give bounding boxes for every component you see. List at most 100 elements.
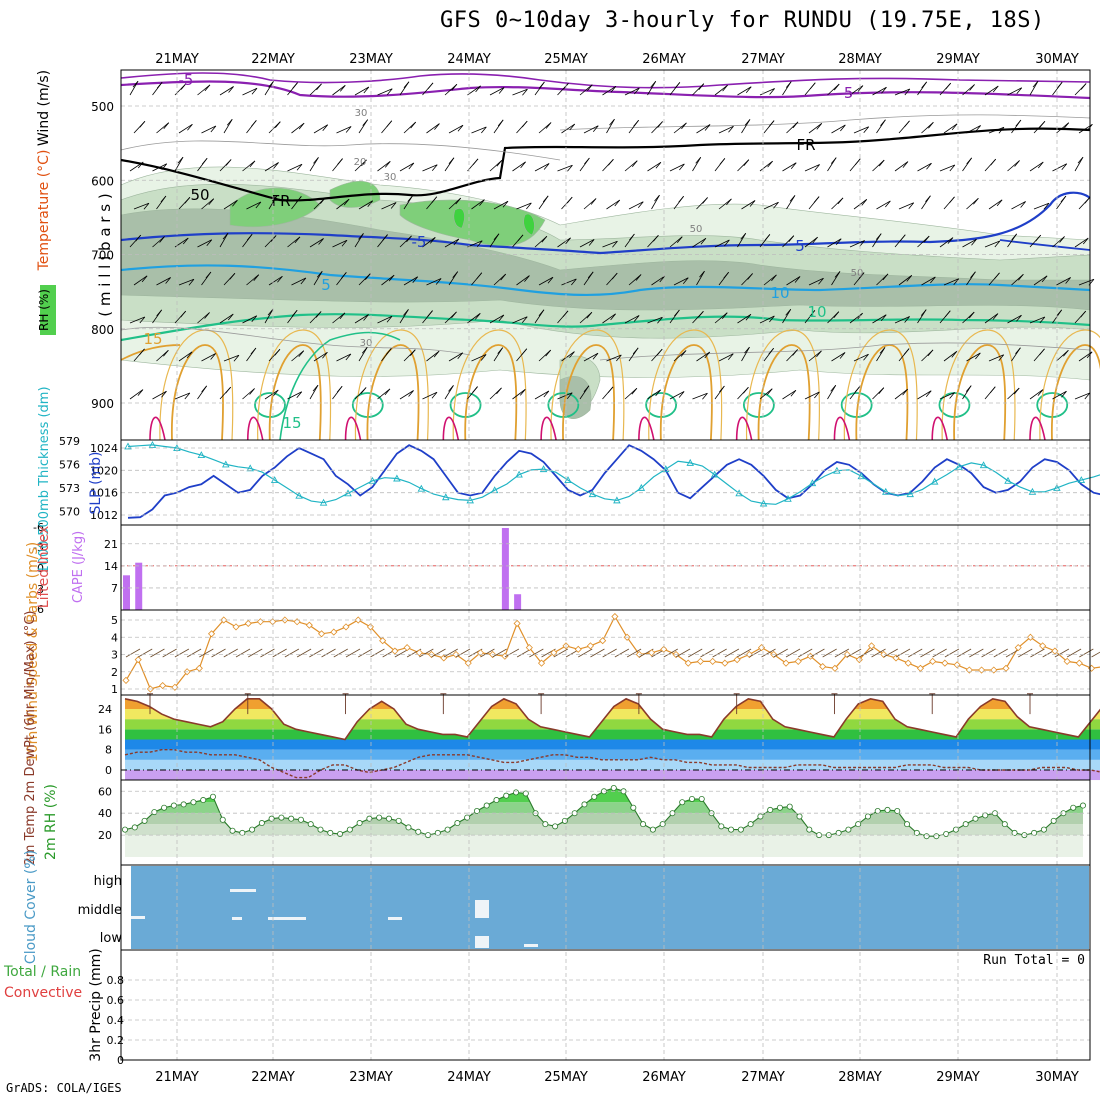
- thickness-marker: [1028, 487, 1037, 495]
- wind-barb: [737, 86, 752, 96]
- wind-barb: [1029, 80, 1039, 96]
- wind-speed-marker: [391, 647, 399, 655]
- wind-barb: [624, 160, 638, 172]
- wind-barb-flag: [608, 159, 614, 166]
- wind-barb-10m: [834, 648, 850, 658]
- wind-barb-flag: [854, 158, 861, 165]
- wind-barb-flag: [992, 313, 999, 320]
- wind-barb-flag: [1035, 234, 1042, 242]
- wind-barb: [988, 199, 1003, 210]
- rh-legend-swatch: [40, 285, 56, 335]
- wind-barb-flag: [410, 121, 417, 129]
- rh-marker: [258, 820, 265, 827]
- wind-barb: [313, 124, 328, 134]
- wind-barb-flag: [204, 84, 211, 92]
- wind-barb-flag: [839, 352, 846, 359]
- wind-barb-flag: [1080, 83, 1087, 90]
- wind-barb-flag: [336, 385, 343, 393]
- rh-marker: [151, 809, 158, 816]
- wind-barb-flag: [186, 351, 193, 359]
- wind-barb-flag: [809, 82, 816, 89]
- wind-barb: [651, 275, 665, 286]
- wind-barb-flag: [834, 271, 841, 278]
- cloud-patch: [131, 916, 145, 919]
- wind-barb-flag: [588, 239, 595, 246]
- wind-barb-flag: [367, 200, 374, 208]
- wind-barb: [669, 236, 683, 248]
- wind-barb-flag: [316, 271, 323, 278]
- wind-barb-flag: [878, 387, 885, 394]
- wind-speed-marker: [684, 659, 692, 667]
- wind-barb-flag: [996, 199, 1003, 207]
- wind-barb-flag: [345, 353, 352, 361]
- rh-marker: [249, 826, 256, 833]
- wind-speed-marker: [207, 630, 216, 638]
- temp-contour-25: [931, 416, 949, 441]
- slp-line: [127, 444, 1100, 519]
- wind-barb-flag: [814, 164, 820, 171]
- contour-label: 50: [851, 268, 864, 279]
- wind-barb-flag: [657, 317, 663, 324]
- temp-contour-fr: [120, 127, 1091, 202]
- rh-marker: [962, 821, 969, 828]
- wind-barb-flag: [743, 387, 749, 394]
- wind-barb: [917, 390, 932, 400]
- wind-barb-flag: [253, 274, 260, 281]
- wind-barb-10m: [443, 648, 458, 658]
- wind-barb-flag: [904, 88, 911, 96]
- temp-tick-label: 0: [105, 764, 112, 777]
- wind-barb-flag: [650, 81, 657, 88]
- wind-barb-flag: [204, 312, 210, 319]
- wind-barb-flag: [633, 119, 639, 127]
- wind-barb: [917, 162, 932, 172]
- wind-barb-flag: [139, 121, 146, 128]
- wind-barb-flag: [388, 274, 395, 282]
- rh-marker: [200, 797, 207, 804]
- wind-barb-flag: [792, 121, 799, 129]
- wind-barb-10m: [883, 648, 898, 658]
- wind-barb-flag: [524, 275, 530, 282]
- wind-speed-marker: [709, 657, 717, 665]
- thickness-marker: [906, 490, 914, 498]
- rh-marker: [786, 803, 793, 810]
- temp-tick-label: 24: [98, 703, 112, 716]
- wind-barb: [782, 309, 792, 324]
- li-tick-label: 6: [37, 603, 44, 616]
- wind-barb-10m: [333, 648, 348, 658]
- contour-label: 10: [807, 303, 826, 321]
- rh-marker: [659, 821, 666, 828]
- wind-barb: [1029, 389, 1044, 400]
- wind-barb: [763, 274, 777, 286]
- wind-barb: [1033, 275, 1048, 286]
- wind-barb: [692, 237, 707, 248]
- wind-barb-10m: [370, 648, 385, 658]
- wind-barb-flag: [699, 270, 705, 278]
- wind-barb-10m: [260, 648, 275, 658]
- wind-barb-flag: [187, 124, 193, 131]
- wind-barb-flag: [968, 311, 975, 319]
- wind-barb: [377, 161, 391, 172]
- wind-barb: [831, 352, 846, 362]
- rh-marker: [444, 826, 451, 833]
- wind-barb-flag: [655, 389, 661, 397]
- wind-barb-flag: [457, 352, 464, 360]
- wind-barb-flag: [132, 80, 139, 88]
- wind-barb: [557, 392, 573, 400]
- wind-barb: [1074, 237, 1089, 248]
- rh-marker: [845, 826, 852, 833]
- thickness-marker: [124, 442, 132, 450]
- wind-barb-flag: [769, 88, 775, 95]
- rh-marker: [982, 812, 989, 819]
- wind-barb-flag: [343, 198, 350, 206]
- wind-barb-flag: [457, 124, 464, 132]
- wind-barb: [152, 163, 167, 172]
- cloud-fill: [131, 866, 1089, 949]
- wind-barb-flag: [698, 311, 704, 318]
- pressure-tick-label: 600: [91, 174, 114, 188]
- wind-barb-flag: [745, 86, 752, 94]
- wind-barb-flag: [928, 122, 934, 129]
- wind-barb-flag: [863, 353, 869, 361]
- wind-barb: [557, 164, 573, 172]
- wind-barb: [808, 277, 824, 286]
- wind-barb-flag: [298, 122, 305, 130]
